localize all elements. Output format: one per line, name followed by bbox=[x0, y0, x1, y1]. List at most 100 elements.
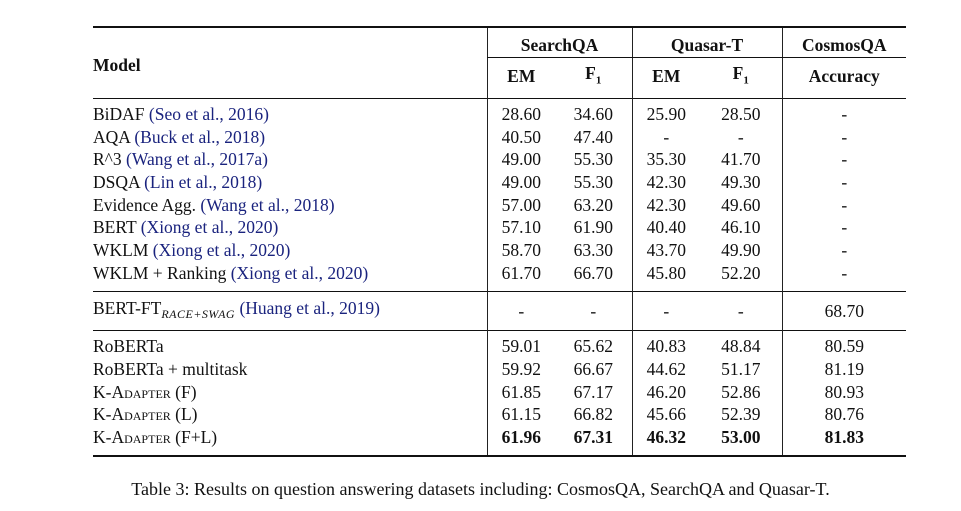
cell-value: 49.00 bbox=[486, 171, 555, 194]
cell-value: 57.00 bbox=[486, 193, 555, 217]
model-name: WKLM (Xiong et al., 2020) bbox=[93, 240, 291, 261]
cell-value: 40.40 bbox=[631, 216, 700, 240]
cell-value: - bbox=[781, 98, 906, 126]
cell-value: 61.85 bbox=[486, 380, 555, 404]
cell-value: 66.67 bbox=[573, 358, 613, 379]
cell-value: 45.66 bbox=[631, 403, 700, 427]
cell-value: 59.01 bbox=[486, 330, 555, 358]
searchqa-header: SearchQA bbox=[486, 27, 632, 58]
cell-value: - bbox=[781, 125, 906, 149]
cell-value: 61.90 bbox=[573, 217, 613, 238]
cell-value: - bbox=[737, 300, 744, 321]
cell-value: 68.70 bbox=[781, 291, 906, 331]
cell-value: 45.80 bbox=[631, 261, 700, 292]
citation-link[interactable]: (Huang et al., 2019) bbox=[235, 297, 380, 318]
accuracy-header: Accuracy bbox=[781, 57, 906, 99]
cell-value: 80.93 bbox=[781, 380, 906, 404]
model-name: K-Adapter (F) bbox=[93, 381, 197, 402]
table-row: DSQA (Lin et al., 2018) 49.00 55.30 42.30 49… bbox=[93, 171, 906, 194]
table-row: RoBERTa + multitask 59.92 66.67 44.62 51.17 8… bbox=[93, 357, 906, 381]
cell-value: 49.60 bbox=[721, 194, 761, 215]
results-table: Model SearchQA Quasar-T CosmosQA EM F1 E… bbox=[93, 26, 906, 457]
cell-value: 42.30 bbox=[631, 193, 700, 217]
citation-link[interactable]: (Xiong et al., 2020) bbox=[152, 240, 291, 261]
cell-value: 81.83 bbox=[781, 426, 906, 456]
cell-value: 48.84 bbox=[721, 336, 761, 357]
cell-value: 49.90 bbox=[721, 240, 761, 261]
cell-value: 59.92 bbox=[486, 357, 555, 381]
cell-value: 28.60 bbox=[486, 98, 555, 126]
cell-value: 49.30 bbox=[721, 172, 761, 193]
table-row: R^3 (Wang et al., 2017a) 49.00 55.30 35.30 4… bbox=[93, 148, 906, 172]
citation-link[interactable]: (Lin et al., 2018) bbox=[144, 172, 263, 193]
cell-value: 46.10 bbox=[721, 217, 761, 238]
em-header: EM bbox=[631, 57, 700, 99]
model-name: RoBERTa + multitask bbox=[93, 358, 248, 379]
cell-value: 53.00 bbox=[721, 427, 761, 448]
cell-value: 34.60 bbox=[573, 103, 613, 124]
cell-value: 43.70 bbox=[631, 239, 700, 262]
table-row: BiDAF (Seo et al., 2016) 28.60 34.60 25.90 2… bbox=[93, 98, 906, 126]
cell-value: 67.31 bbox=[573, 427, 613, 448]
cell-value: 49.00 bbox=[486, 148, 555, 172]
cell-value: - bbox=[781, 216, 906, 240]
cell-value: 46.32 bbox=[631, 426, 700, 456]
cell-value: 52.39 bbox=[721, 404, 761, 425]
citation-link[interactable]: (Wang et al., 2017a) bbox=[126, 149, 268, 170]
cell-value: 66.70 bbox=[573, 262, 613, 283]
model-name: BERT (Xiong et al., 2020) bbox=[93, 217, 279, 238]
table-row: K-Adapter (L) 61.15 66.82 45.66 52.39 80.76 bbox=[93, 403, 906, 427]
cell-value: 42.30 bbox=[631, 171, 700, 194]
cell-value: - bbox=[781, 148, 906, 172]
model-name: BiDAF (Seo et al., 2016) bbox=[93, 103, 269, 124]
quasar-header: Quasar-T bbox=[631, 27, 782, 58]
table-row: AQA (Buck et al., 2018) 40.50 47.40- - - bbox=[93, 125, 906, 149]
cell-value: - bbox=[781, 239, 906, 262]
cell-value: 61.70 bbox=[486, 261, 555, 292]
cell-value: 52.20 bbox=[721, 262, 761, 283]
cell-value: 80.59 bbox=[781, 330, 906, 358]
header-row-2: EM F1 EM F1 Accuracy bbox=[93, 57, 906, 99]
cell-value: - bbox=[486, 291, 555, 331]
cell-value: 57.10 bbox=[486, 216, 555, 240]
table-caption: Table 3: Results on question answering d… bbox=[131, 479, 830, 499]
citation-link[interactable]: (Xiong et al., 2020) bbox=[230, 262, 369, 283]
model-name: BERT-FTRACE+SWAG (Huang et al., 2019) bbox=[93, 297, 380, 321]
model-name: WKLM + Ranking (Xiong et al., 2020) bbox=[93, 262, 369, 283]
citation-link[interactable]: (Wang et al., 2018) bbox=[200, 194, 335, 215]
table-row: BERT (Xiong et al., 2020) 57.10 61.90 40.40… bbox=[93, 216, 906, 240]
model-name: AQA (Buck et al., 2018) bbox=[93, 126, 266, 147]
cell-value: 63.30 bbox=[573, 240, 613, 261]
cell-value: 44.62 bbox=[631, 357, 700, 381]
cell-value: 63.20 bbox=[573, 194, 613, 215]
table-row: K-Adapter (F+L) 61.96 67.31 46.32 53.00 81.83 bbox=[93, 426, 906, 456]
f1-header: F1 bbox=[732, 62, 749, 87]
cell-value: 47.40 bbox=[573, 126, 613, 147]
cell-value: 41.70 bbox=[721, 149, 761, 170]
cell-value: 28.50 bbox=[721, 103, 761, 124]
cell-value: - bbox=[781, 261, 906, 292]
cell-value: - bbox=[590, 300, 597, 321]
citation-link[interactable]: (Seo et al., 2016) bbox=[148, 103, 269, 124]
cell-value: - bbox=[781, 193, 906, 217]
cell-value: 61.96 bbox=[486, 426, 555, 456]
citation-link[interactable]: (Xiong et al., 2020) bbox=[140, 217, 279, 238]
cell-value: 51.17 bbox=[721, 358, 761, 379]
cell-value: 80.76 bbox=[781, 403, 906, 427]
cell-value: 81.19 bbox=[781, 357, 906, 381]
cell-value: - bbox=[631, 125, 700, 149]
model-name: K-Adapter (L) bbox=[93, 404, 198, 425]
cell-value: 46.20 bbox=[631, 380, 700, 404]
cell-value: 25.90 bbox=[631, 98, 700, 126]
cell-value: - bbox=[737, 126, 744, 147]
citation-link[interactable]: (Buck et al., 2018) bbox=[134, 126, 266, 147]
cell-value: 40.83 bbox=[631, 330, 700, 358]
table-row: RoBERTa 59.01 65.62 40.83 48.84 80.59 bbox=[93, 330, 906, 358]
table-row: BERT-FTRACE+SWAG (Huang et al., 2019) - - -… bbox=[93, 291, 906, 331]
model-header: Model bbox=[93, 54, 141, 75]
cell-value: 55.30 bbox=[573, 149, 613, 170]
cosmosqa-header: CosmosQA bbox=[781, 27, 906, 58]
cell-value: - bbox=[631, 291, 700, 331]
cell-value: 58.70 bbox=[486, 239, 555, 262]
cell-value: 61.15 bbox=[486, 403, 555, 427]
